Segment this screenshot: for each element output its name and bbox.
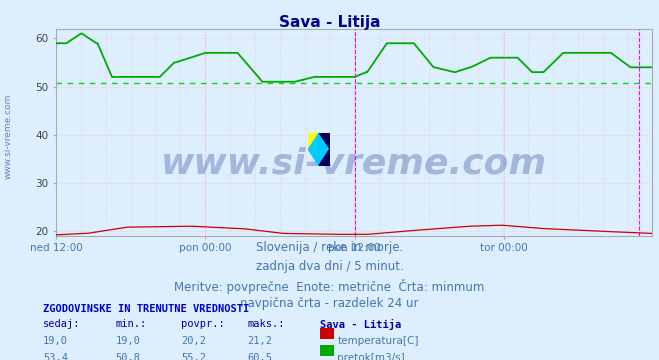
Text: maks.:: maks.: <box>247 319 285 329</box>
Text: zadnja dva dni / 5 minut.: zadnja dva dni / 5 minut. <box>256 260 403 273</box>
Text: 21,2: 21,2 <box>247 336 272 346</box>
Text: Sava - Litija: Sava - Litija <box>320 319 401 330</box>
Text: 55,2: 55,2 <box>181 354 206 360</box>
Text: ZGODOVINSKE IN TRENUTNE VREDNOSTI: ZGODOVINSKE IN TRENUTNE VREDNOSTI <box>43 304 249 314</box>
Polygon shape <box>308 133 319 149</box>
Text: www.si-vreme.com: www.si-vreme.com <box>161 147 547 180</box>
Text: Slovenija / reke in morje.: Slovenija / reke in morje. <box>256 241 403 254</box>
Text: 20,2: 20,2 <box>181 336 206 346</box>
Text: temperatura[C]: temperatura[C] <box>337 336 419 346</box>
Text: 19,0: 19,0 <box>43 336 68 346</box>
Text: 19,0: 19,0 <box>115 336 140 346</box>
Text: Meritve: povprečne  Enote: metrične  Črta: minmum: Meritve: povprečne Enote: metrične Črta:… <box>175 279 484 294</box>
Polygon shape <box>319 133 330 149</box>
Polygon shape <box>319 149 330 166</box>
Text: www.si-vreme.com: www.si-vreme.com <box>3 94 13 180</box>
Text: pretok[m3/s]: pretok[m3/s] <box>337 354 405 360</box>
Polygon shape <box>308 133 330 166</box>
Text: Sava - Litija: Sava - Litija <box>279 15 380 30</box>
Text: 60,5: 60,5 <box>247 354 272 360</box>
Text: sedaj:: sedaj: <box>43 319 80 329</box>
Text: povpr.:: povpr.: <box>181 319 225 329</box>
Text: navpična črta - razdelek 24 ur: navpična črta - razdelek 24 ur <box>241 297 418 310</box>
Text: min.:: min.: <box>115 319 146 329</box>
Text: 53,4: 53,4 <box>43 354 68 360</box>
Text: 50,8: 50,8 <box>115 354 140 360</box>
